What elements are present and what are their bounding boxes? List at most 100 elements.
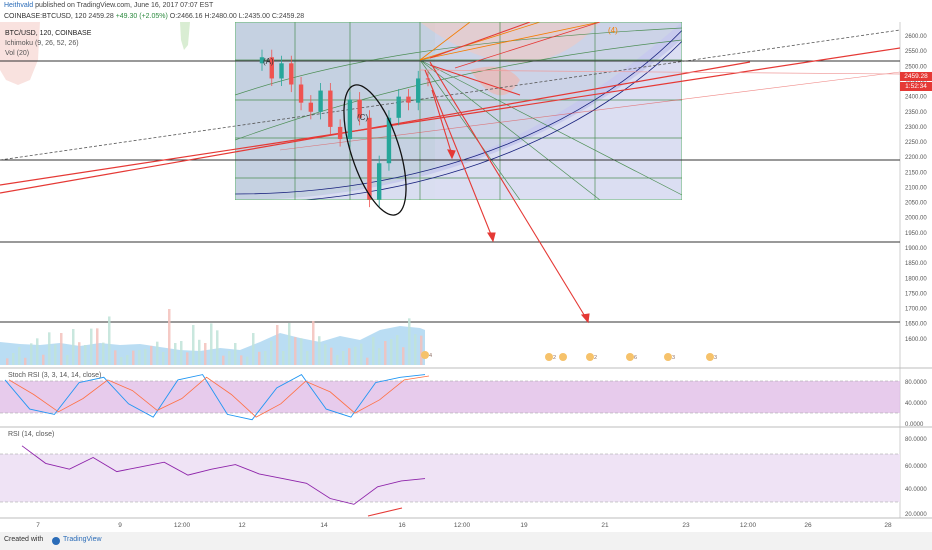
volume-bar <box>342 351 345 365</box>
candle-body[interactable] <box>337 126 343 140</box>
price-tick-label: 2550.00 <box>905 49 927 55</box>
volume-bar <box>378 348 381 365</box>
time-tick-label: 7 <box>36 522 40 529</box>
rsi-tick-20: 20.0000 <box>905 512 927 518</box>
candle-body[interactable] <box>259 57 265 64</box>
volume-bar <box>312 321 315 365</box>
volume-bar <box>102 342 105 365</box>
volume-bars <box>6 309 423 365</box>
volume-bar <box>216 330 219 365</box>
volume-bar <box>252 333 255 365</box>
stoch-rsi-pane[interactable] <box>0 374 900 421</box>
price-tick-label: 2300.00 <box>905 125 927 131</box>
horizontal-levels[interactable] <box>0 60 900 323</box>
volume-bar <box>402 347 405 365</box>
volume-bar <box>114 350 117 365</box>
price-candles[interactable] <box>259 49 431 208</box>
publish-info: published on TradingView.com, June 16, 2… <box>35 2 214 9</box>
candle-body[interactable] <box>416 78 421 103</box>
price-tick-label: 1950.00 <box>905 231 927 237</box>
wave-label-4: (4) <box>608 26 618 35</box>
candle-body[interactable] <box>425 78 431 80</box>
publish-line: Heithvald published on TradingView.com, … <box>4 2 213 9</box>
svg-text:2: 2 <box>594 355 597 361</box>
time-tick-label: 21 <box>601 522 609 529</box>
rsi-tick-60: 60.0000 <box>905 464 927 470</box>
volume-bar <box>72 329 75 365</box>
volume-bar <box>282 351 285 365</box>
volume-bar <box>180 341 183 365</box>
candle-body[interactable] <box>386 117 392 164</box>
price-chart[interactable]: (A) (C) (4) 4 2 2 6 3 3 <box>0 0 932 532</box>
volume-bar <box>168 309 171 365</box>
volume-bar <box>360 343 363 365</box>
candle-body[interactable] <box>289 63 294 85</box>
volume-bar <box>324 344 327 365</box>
author-link[interactable]: Heithvald <box>4 2 34 9</box>
volume-bar <box>306 351 309 365</box>
ellipse-drawing[interactable] <box>331 78 419 222</box>
time-tick-label: 12:00 <box>740 522 757 529</box>
rsi-label[interactable]: RSI (14, close) <box>8 431 55 438</box>
last-price: 2459.28 <box>88 13 114 20</box>
volume-bar <box>144 349 147 365</box>
wave-label-c: (C) <box>357 113 368 122</box>
stoch-rsi-label[interactable]: Stoch RSI (3, 3, 14, 14, close) <box>8 372 102 379</box>
time-axis[interactable]: 7 9 12:00 12 14 16 12:00 19 21 23 12:00 26 28 <box>36 522 892 529</box>
candle-body[interactable] <box>328 90 333 127</box>
time-tick-label: 9 <box>118 522 122 529</box>
volume-bar <box>336 355 339 365</box>
volume-bar <box>414 334 417 365</box>
time-tick-label: 12 <box>238 522 246 529</box>
volume-bar <box>6 358 9 365</box>
volume-bar <box>42 354 45 365</box>
candle-body[interactable] <box>347 99 353 140</box>
candle-body[interactable] <box>357 99 362 118</box>
ichimoku-cloud-left <box>0 22 40 85</box>
volume-bar <box>66 355 69 365</box>
volume-bar <box>408 318 411 365</box>
gann-fan-drawing[interactable] <box>235 22 700 203</box>
ichimoku-cloud-mid <box>180 22 190 50</box>
legend-ichimoku[interactable]: Ichimoku (9, 26, 52, 26) <box>5 40 79 47</box>
candle-body[interactable] <box>318 90 323 112</box>
legend-title[interactable]: BTC/USD, 120, COINBASE <box>5 30 92 37</box>
candle-body[interactable] <box>406 96 411 103</box>
volume-bar <box>24 357 27 365</box>
time-tick-label: 23 <box>682 522 690 529</box>
projection-arrows[interactable] <box>424 61 590 324</box>
price-tick-label: 2600.00 <box>905 34 927 40</box>
volume-bar <box>156 341 159 365</box>
price-tick-label: 2200.00 <box>905 155 927 161</box>
candle-body[interactable] <box>376 163 382 200</box>
price-tick-label: 1650.00 <box>905 322 927 328</box>
event-markers[interactable]: 4 2 2 6 3 3 <box>421 351 717 361</box>
volume-bar <box>300 338 303 365</box>
candle-body[interactable] <box>279 63 284 79</box>
stoch-axis: 80.0000 40.0000 0.0000 <box>905 380 927 428</box>
time-tick-label: 28 <box>884 522 892 529</box>
candle-body[interactable] <box>367 117 372 200</box>
price-tick-label: 2250.00 <box>905 140 927 146</box>
volume-bar <box>186 352 189 365</box>
volume-bar <box>174 343 177 365</box>
price-tick-label: 2100.00 <box>905 185 927 191</box>
tradingview-brand-link[interactable]: TradingView <box>63 536 102 543</box>
candle-body[interactable] <box>269 57 274 79</box>
created-with-text: Created with <box>4 536 44 543</box>
rsi-divergence-line[interactable] <box>367 507 403 517</box>
stoch-tick-80: 80.0000 <box>905 380 927 386</box>
volume-bar <box>36 338 39 365</box>
candle-body[interactable] <box>396 96 401 118</box>
stoch-tick-40: 40.0000 <box>905 401 927 407</box>
price-tick-label: 2350.00 <box>905 110 927 116</box>
time-tick-label: 12:00 <box>174 522 191 529</box>
candle-body[interactable] <box>298 84 304 103</box>
candle-body[interactable] <box>308 102 314 112</box>
trend-lines[interactable] <box>0 22 900 194</box>
last-price-tag: 2459.28 <box>900 72 932 81</box>
volume-bar <box>12 353 15 365</box>
stoch-tick-0: 0.0000 <box>905 422 924 428</box>
rsi-pane[interactable] <box>0 445 900 517</box>
legend-volume[interactable]: Vol (20) <box>5 50 30 57</box>
